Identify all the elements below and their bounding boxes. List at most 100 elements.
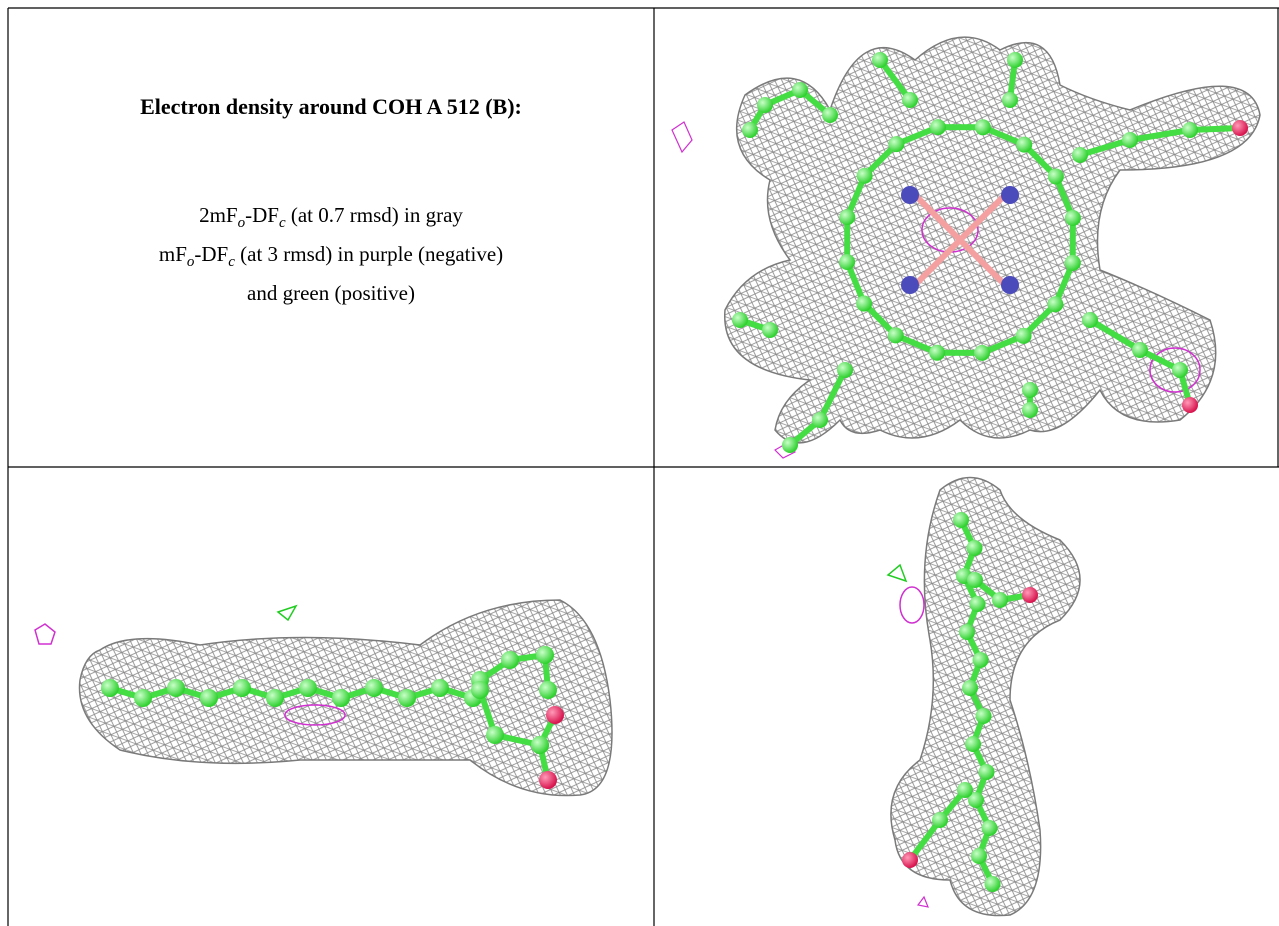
molecule-atoms [732, 52, 1248, 453]
legend-line: 2mFo-DFc (at 0.7 rmsd) in gray [10, 200, 652, 239]
atom [1015, 327, 1032, 344]
atom [872, 52, 888, 68]
atom [967, 572, 983, 588]
atom [1064, 209, 1081, 226]
atom [1182, 397, 1198, 413]
density-edge-view [34, 599, 613, 797]
atom [822, 107, 838, 123]
atom [167, 679, 185, 697]
density-side-view [886, 476, 1081, 917]
atom [792, 82, 808, 98]
atom [839, 254, 856, 271]
atom [837, 362, 853, 378]
bond [1189, 125, 1241, 133]
atom [984, 876, 1001, 892]
subscript: c [228, 254, 235, 271]
atom [539, 771, 557, 789]
subscript: c [278, 215, 286, 232]
atom [1022, 382, 1038, 398]
density-face-view [671, 36, 1261, 459]
molecule-atoms [101, 646, 564, 789]
atom [471, 681, 489, 699]
atom [929, 344, 946, 361]
atom [959, 624, 975, 640]
legend-text: and green (positive) [247, 281, 415, 306]
atom [539, 681, 557, 699]
legend-text: mF [158, 242, 187, 267]
atom [1001, 186, 1019, 204]
atom [134, 689, 152, 707]
atom [1022, 402, 1038, 418]
atom [839, 209, 856, 226]
atom [299, 679, 317, 697]
atom [486, 726, 504, 744]
panel-title: Electron density around COH A 512 (B): [140, 94, 522, 119]
atom [200, 689, 218, 707]
atom [953, 512, 969, 528]
atom [975, 708, 992, 724]
atom [1016, 136, 1033, 153]
atom [1007, 52, 1023, 68]
atom [902, 852, 918, 868]
atom [501, 651, 519, 669]
atom [957, 782, 973, 798]
atom [974, 119, 991, 136]
bond [817, 368, 848, 422]
molecule-atoms [902, 512, 1038, 892]
atom [932, 812, 948, 828]
atom [1132, 342, 1148, 358]
atom [1182, 122, 1198, 138]
atom [971, 848, 987, 864]
atom [966, 540, 983, 556]
atom [398, 689, 416, 707]
legend-text: -DF [245, 203, 279, 227]
legend-line: and green (positive) [10, 278, 652, 309]
atom [856, 295, 873, 312]
bond [907, 818, 943, 862]
atom [431, 679, 449, 697]
atom [968, 792, 984, 808]
atom [1001, 276, 1019, 294]
atom [981, 820, 998, 836]
atom [856, 167, 873, 184]
legend-text: (at 3 rmsd) in purple (negative) [234, 242, 504, 267]
atom [902, 92, 918, 108]
atom [901, 276, 919, 294]
atom [887, 327, 904, 344]
atom [266, 689, 284, 707]
atom [962, 680, 978, 696]
subscript: o [237, 215, 246, 232]
map-legend: 2mFo-DFc (at 0.7 rmsd) in gray mFo-DFc (a… [10, 200, 652, 309]
atom [812, 412, 828, 428]
atom [101, 679, 119, 697]
atom [969, 596, 986, 612]
legend-text: 2mF [199, 203, 238, 227]
atom [742, 122, 758, 138]
bond [1079, 137, 1131, 158]
atom [782, 437, 798, 453]
table-borders [7, 7, 1279, 926]
atom [546, 706, 564, 724]
atom [1232, 120, 1248, 136]
atom [1047, 168, 1064, 185]
atom [929, 119, 946, 136]
bond [877, 58, 913, 102]
bond [912, 192, 963, 243]
atom [1172, 362, 1188, 378]
atom [992, 592, 1008, 608]
atom [1082, 312, 1098, 328]
subscript: o [186, 254, 195, 271]
legend-text: (at 0.7 rmsd) in gray [285, 203, 463, 227]
bond [1129, 127, 1191, 143]
atom [536, 646, 554, 664]
bond [957, 237, 1008, 288]
atom [233, 679, 251, 697]
bond [1088, 317, 1142, 353]
atom [1072, 147, 1088, 163]
atom [1002, 92, 1018, 108]
legend-text: -DF [194, 242, 229, 267]
atom [757, 97, 773, 113]
atom [1047, 296, 1064, 313]
